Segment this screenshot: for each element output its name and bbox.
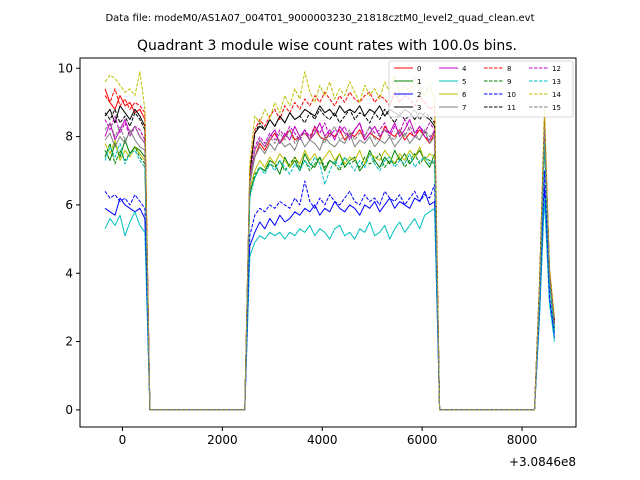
y-tick-label: 2: [65, 335, 73, 349]
y-tick-label: 0: [65, 403, 73, 417]
y-axis-ticks: 0 2 4 6 8 10: [58, 61, 80, 417]
legend-label-module-12: 12: [552, 65, 561, 73]
series-line-module-10: [104, 170, 555, 411]
legend-label-module-0: 0: [417, 65, 421, 73]
x-tick-label: 8000: [507, 433, 538, 447]
series-line-module-14: [104, 71, 555, 411]
series-line-module-11: [104, 108, 555, 411]
series-line-module-13: [104, 142, 555, 411]
legend-label-module-6: 6: [462, 91, 467, 99]
legend-label-module-15: 15: [552, 104, 561, 112]
x-axis-ticks: 0 2000 4000 6000 8000: [119, 427, 538, 447]
x-tick-label: 4000: [307, 433, 338, 447]
y-tick-label: 10: [58, 61, 73, 75]
series-line-module-9: [104, 139, 555, 411]
series-line-module-6: [104, 132, 555, 411]
legend-label-module-8: 8: [507, 65, 511, 73]
legend-label-module-9: 9: [507, 78, 511, 86]
y-tick-label: 4: [65, 266, 73, 280]
y-tick-label: 8: [65, 130, 73, 144]
chart-suptitle: Data file: modeM0/AS1A07_004T01_90000032…: [105, 13, 534, 24]
legend-label-module-14: 14: [552, 91, 561, 99]
legend-label-module-2: 2: [417, 91, 421, 99]
chart-title: Quadrant 3 module wise count rates with …: [137, 38, 517, 54]
legend-label-module-5: 5: [462, 78, 466, 86]
legend-box: [388, 60, 574, 118]
legend-label-module-10: 10: [507, 91, 516, 99]
plot-area: [104, 71, 555, 411]
series-line-module-2: [104, 187, 555, 411]
series-line-module-1: [104, 136, 555, 411]
legend-label-module-13: 13: [552, 78, 561, 86]
legend-label-module-3: 3: [417, 104, 421, 112]
axes-frame: [79, 57, 577, 428]
x-tick-label: 6000: [407, 433, 438, 447]
series-line-module-15: [104, 122, 555, 411]
x-tick-label: 0: [119, 433, 127, 447]
legend-label-module-7: 7: [462, 104, 466, 112]
legend-label-module-4: 4: [462, 65, 467, 73]
series-line-module-5: [104, 197, 555, 411]
y-tick-label: 6: [65, 198, 73, 212]
legend-label-module-1: 1: [417, 78, 421, 86]
series-line-module-4: [104, 119, 555, 411]
x-axis-offset-text: +3.0846e8: [509, 455, 576, 469]
x-tick-label: 2000: [207, 433, 238, 447]
legend-label-module-11: 11: [507, 104, 516, 112]
